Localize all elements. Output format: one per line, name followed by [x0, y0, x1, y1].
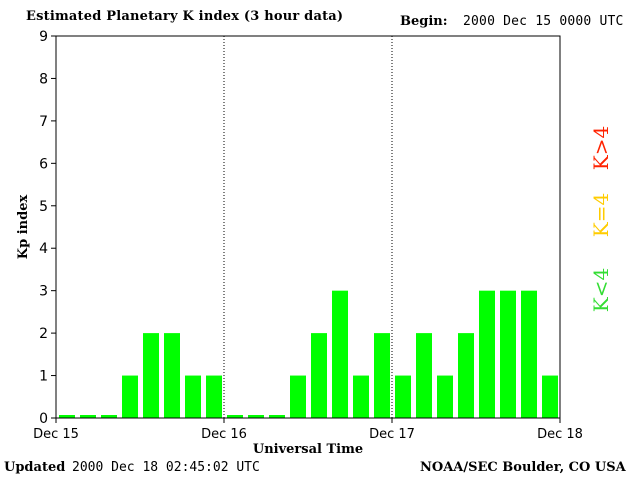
y-tick-label: 8	[39, 71, 48, 87]
kp-bar	[59, 415, 75, 418]
y-tick-label: 3	[39, 284, 48, 300]
y-tick-label: 7	[39, 114, 48, 130]
plot-frame	[55, 35, 561, 419]
source-credit: NOAA/SEC Boulder, CO USA	[420, 460, 626, 475]
updated-label: Updated	[4, 460, 66, 475]
x-tick-label: Dec 17	[369, 427, 415, 442]
legend-label: K=4	[589, 193, 613, 237]
kp-bar	[269, 415, 285, 418]
axes-group	[51, 35, 561, 423]
kp-bar	[437, 375, 453, 418]
x-tick-label: Dec 16	[201, 427, 247, 442]
updated-value: 2000 Dec 18 02:45:02 UTC	[72, 460, 260, 475]
kp-bar	[101, 415, 117, 418]
y-axis-title: Kp index	[16, 195, 31, 260]
chart-title: Estimated Planetary K index (3 hour data…	[26, 9, 344, 24]
x-tick-label: Dec 15	[33, 427, 79, 442]
y-tick-label: 2	[39, 326, 48, 342]
kp-bar	[143, 333, 159, 418]
y-tick-label: 0	[39, 411, 48, 427]
x-axis-title: Universal Time	[253, 442, 363, 457]
kp-bar	[206, 375, 222, 418]
begin-value: 2000 Dec 15 0000 UTC	[463, 14, 624, 29]
kp-bar	[374, 333, 390, 418]
kp-bar	[542, 375, 558, 418]
kp-bar	[185, 375, 201, 418]
y-tick-label: 5	[39, 199, 48, 215]
kp-bar	[416, 333, 432, 418]
y-tick-label: 4	[39, 241, 48, 257]
y-tick-label: 1	[39, 369, 48, 385]
legend-label: K>4	[589, 126, 613, 170]
kp-bar	[353, 375, 369, 418]
kp-bar	[500, 290, 516, 418]
legend-label: K<4	[589, 268, 613, 312]
kp-bar	[479, 290, 495, 418]
day-separators	[223, 36, 393, 418]
kp-bar	[395, 375, 411, 418]
legend-group: K<4 K=4 K>4	[589, 126, 613, 312]
bars-group	[59, 290, 558, 418]
kp-bar	[122, 375, 138, 418]
kp-bar	[248, 415, 264, 418]
kp-bar	[311, 333, 327, 418]
x-tick-label: Dec 18	[537, 427, 583, 442]
y-tick-label: 9	[39, 29, 48, 45]
x-tick-labels: Dec 15 Dec 16 Dec 17 Dec 18	[33, 427, 583, 442]
y-tick-labels: 0 1 2 3 4 5 6 7 8 9	[39, 29, 48, 427]
kp-bar	[164, 333, 180, 418]
kp-bar	[521, 290, 537, 418]
kp-bar	[227, 415, 243, 418]
begin-label: Begin:	[400, 14, 448, 29]
y-tick-label: 6	[39, 156, 48, 172]
kp-bar	[458, 333, 474, 418]
kp-bar	[80, 415, 96, 418]
kp-bar	[290, 375, 306, 418]
kp-bar	[332, 290, 348, 418]
